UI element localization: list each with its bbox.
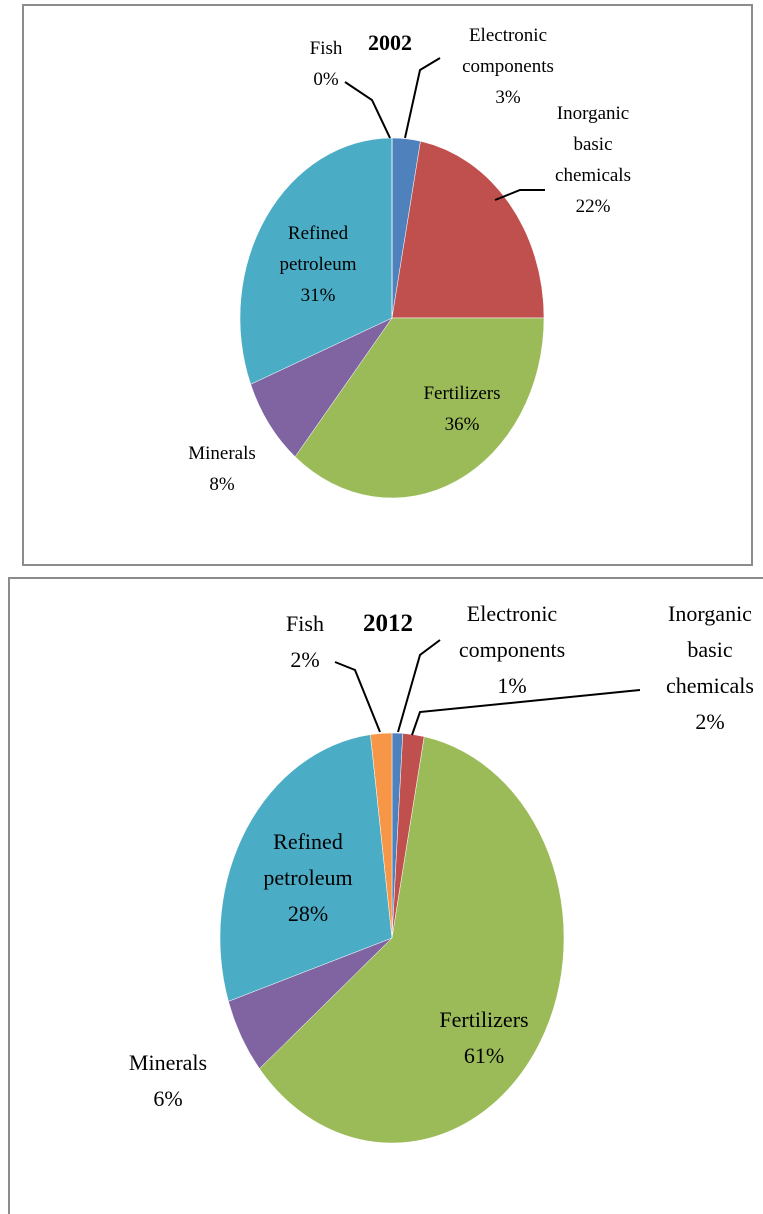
category-label: Minerals (128, 1050, 208, 1075)
slice-label: Minerals 8% (167, 438, 277, 500)
value-label: 36% (444, 414, 480, 435)
category-label: Inorganic basic chemicals (555, 103, 631, 186)
value-label: 2% (695, 709, 725, 734)
slice-label: Electronic components 3% (448, 20, 568, 113)
category-label: Minerals (188, 443, 256, 464)
leader-line (411, 689, 641, 736)
chart-frame (22, 4, 753, 566)
category-label: Electronic components (462, 25, 554, 77)
value-label: 2% (290, 647, 320, 672)
category-label: Inorganic basic chemicals (666, 601, 754, 698)
pie-slice (250, 317, 393, 458)
value-label: 1% (497, 673, 527, 698)
pie-slice (294, 317, 545, 499)
pie-slice (259, 736, 565, 1144)
category-label: Fish (286, 611, 324, 636)
category-label: Fish (309, 38, 343, 59)
slice-label: Fertilizers 36% (397, 378, 527, 440)
slice-label: Refined petroleum 28% (253, 824, 363, 932)
slice-label: Refined petroleum 31% (268, 218, 368, 311)
slice-label: Inorganic basic chemicals 22% (538, 98, 648, 222)
slice-label: Fish 0% (296, 33, 356, 95)
category-label: Electronic components (458, 601, 566, 662)
pie-slice (370, 732, 393, 939)
chart-title: 2002 (368, 30, 412, 55)
leader-line (494, 189, 545, 201)
category-label: Refined petroleum (263, 829, 353, 890)
category-label: Fertilizers (423, 383, 501, 404)
pie-slice (219, 734, 393, 1002)
value-label: 22% (575, 196, 611, 217)
leader-line (404, 57, 441, 139)
value-label: 61% (463, 1043, 505, 1068)
value-label: 6% (153, 1086, 183, 1111)
slice-label: Inorganic basic chemicals 2% (655, 596, 763, 740)
slice-label: Fertilizers 61% (414, 1002, 554, 1074)
category-label: Fertilizers (439, 1007, 529, 1032)
slice-label: Minerals 6% (108, 1045, 228, 1117)
slice-label: Fish 2% (275, 606, 335, 678)
value-label: 31% (300, 285, 336, 306)
value-label: 3% (495, 87, 521, 108)
leader-line (334, 661, 381, 733)
value-label: 28% (287, 901, 329, 926)
leader-line (397, 639, 441, 733)
chart-title: 2012 (363, 610, 413, 637)
pie-slice (239, 137, 393, 385)
value-label: 8% (209, 474, 235, 495)
pie-slice (391, 140, 545, 319)
category-label: Refined petroleum (279, 223, 357, 275)
leader-line (344, 81, 391, 139)
value-label: 0% (313, 69, 339, 90)
slice-label: Electronic components 1% (437, 596, 587, 704)
chart-frame (8, 577, 763, 1214)
